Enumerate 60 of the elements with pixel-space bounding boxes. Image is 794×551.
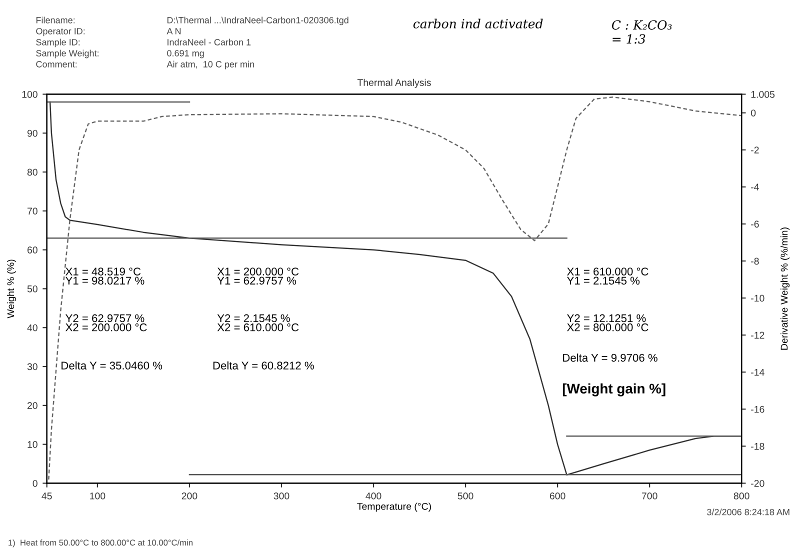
x-tick-label: 45 xyxy=(42,492,52,500)
annotation: Delta Y = 9.9706 % xyxy=(563,354,658,362)
y2-tick-label: -4 xyxy=(751,184,759,190)
y-tick-label: 60 xyxy=(28,246,38,254)
y-tick-label: 70 xyxy=(28,208,38,215)
y2-tick-label: -14 xyxy=(751,368,764,376)
y-tick-label: 100 xyxy=(22,90,38,98)
y-tick-label: 80 xyxy=(27,168,38,176)
y2-tick-label: -8 xyxy=(751,258,759,265)
y2-axis-title: Derivative Weight % (%/min) xyxy=(780,228,790,350)
y2-tick-label: -16 xyxy=(751,406,764,413)
annotation: Delta Y = 35.0460 % xyxy=(62,361,162,370)
annotation: X1 = 610.000 °C Y1 = 2.1545 % xyxy=(567,268,648,285)
y-tick-label: 10 xyxy=(28,441,38,448)
y2-tick-label: 0 xyxy=(751,110,756,116)
text: Sample Weight: xyxy=(36,50,98,58)
text: 3/2/2006 8:24:18 AM xyxy=(707,508,790,516)
y2-tick-label: -6 xyxy=(751,220,759,228)
y-tick-label: 90 xyxy=(27,130,38,137)
x-tick-label: 300 xyxy=(274,492,290,500)
y2-tick-label: -18 xyxy=(751,442,764,450)
x-tick-label: 500 xyxy=(458,492,474,500)
y2-tick-label: -10 xyxy=(751,294,764,302)
x-axis-title: Temperature (°C) xyxy=(357,502,431,512)
text: 0.691 mg xyxy=(167,50,204,58)
y-axis-title: Weight % (%) xyxy=(6,260,16,318)
y-tick-label: 0 xyxy=(32,480,38,487)
x-tick-label: 600 xyxy=(550,492,566,500)
text: Filename: xyxy=(36,16,75,24)
y-tick-label: 30 xyxy=(27,363,38,370)
text: A N xyxy=(166,28,181,34)
annotation: Delta Y = 60.8212 % xyxy=(213,361,314,370)
y-tick-label: 20 xyxy=(27,402,38,410)
y-tick-label: 50 xyxy=(27,285,38,292)
annotation: X1 = 48.519 °C Y1 = 98.0217 % xyxy=(65,268,144,285)
text: IndraNeel - Carbon 1 xyxy=(168,38,251,46)
y2-tick-label: -12 xyxy=(751,332,764,339)
text: C : K₂CO₃ = 1:3 xyxy=(612,20,672,44)
text: D:\Thermal ...\IndraNeel-Carbon1-020306.tgd xyxy=(167,16,348,26)
text: Operator ID: xyxy=(36,28,85,36)
chart-title: Thermal Analysis xyxy=(357,78,431,88)
annotation: X1 = 200.000 °C Y1 = 62.9757 % xyxy=(217,268,299,285)
annotation: [Weight gain %] xyxy=(562,383,666,396)
y2-tick-label: 1.005 xyxy=(751,90,775,98)
y-tick-label: 40 xyxy=(27,324,38,332)
x-tick-label: 800 xyxy=(734,492,750,500)
annotation: Y2 = 12.1251 % X2 = 800.000 °C xyxy=(567,314,648,332)
text: Sample ID: xyxy=(36,38,80,48)
x-tick-label: 700 xyxy=(642,492,658,500)
text: carbon ind activated xyxy=(413,18,543,28)
y2-tick-label: -2 xyxy=(751,146,759,154)
y2-tick-label: -20 xyxy=(751,480,764,487)
text: Comment: xyxy=(36,61,77,68)
x-tick-label: 400 xyxy=(366,492,382,500)
annotation: Y2 = 62.9757 % X2 = 200.000 °C xyxy=(65,314,147,332)
annotation: Y2 = 2.1545 % X2 = 610.000 °C xyxy=(217,314,299,332)
x-tick-label: 100 xyxy=(90,492,106,500)
x-tick-label: 200 xyxy=(182,492,198,500)
text: 1) Heat from 50.00°C to 800.00°C at 10.00°C/min xyxy=(8,539,192,548)
text: Air atm, 10 C per min xyxy=(166,60,254,70)
